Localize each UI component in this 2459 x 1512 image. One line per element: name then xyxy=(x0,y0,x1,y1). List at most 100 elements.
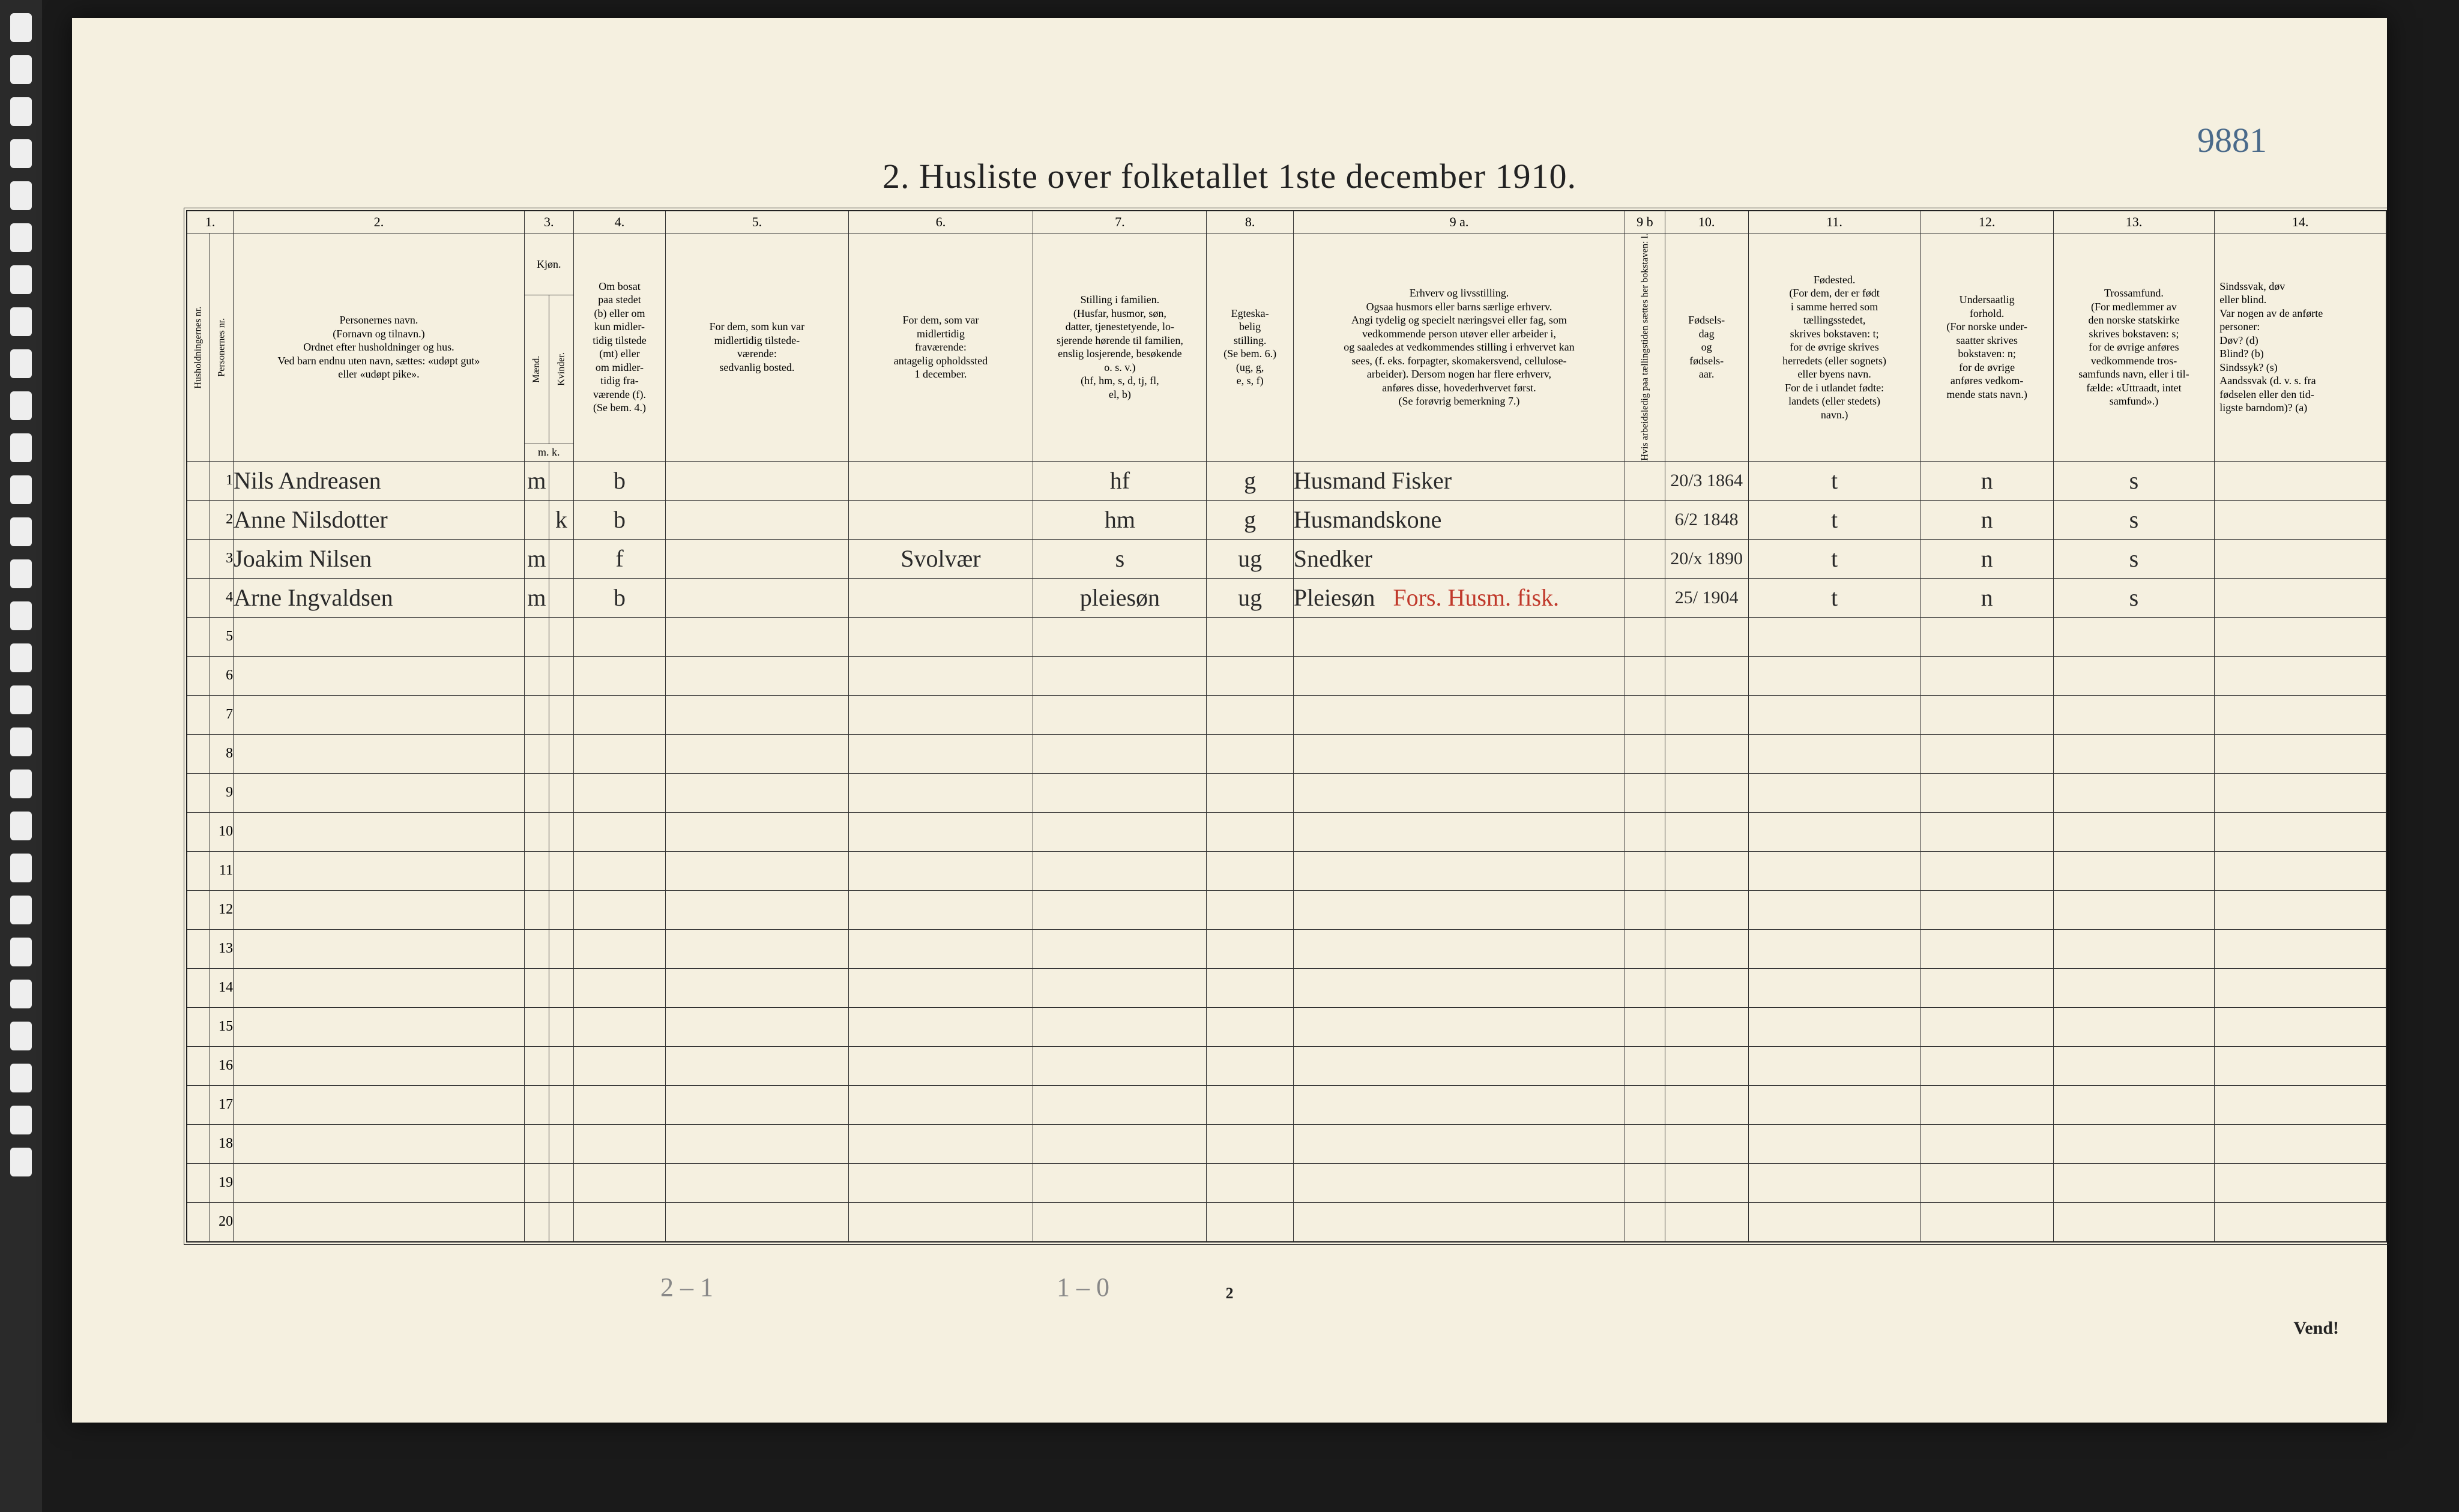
table-row-blank: 6 xyxy=(187,656,2386,695)
cell-blank xyxy=(1748,734,1920,773)
hdr-disability: Sindssvak, døv eller blind. Var nogen av… xyxy=(2215,233,2386,462)
cell-household-nr xyxy=(187,578,210,617)
cell-blank xyxy=(524,890,549,929)
hdr-residence: Om bosat paa stedet (b) eller om kun mid… xyxy=(573,233,666,462)
colnum-14: 14. xyxy=(2215,211,2386,233)
cell-blank xyxy=(187,617,210,656)
cell-blank xyxy=(234,812,525,851)
cell-blank xyxy=(187,1124,210,1163)
cell-blank xyxy=(666,1124,848,1163)
film-hole xyxy=(10,391,32,420)
cell-occupation: Husmand Fisker xyxy=(1293,461,1625,500)
cell-blank xyxy=(2053,773,2215,812)
cell-blank xyxy=(549,1124,574,1163)
cell-blank xyxy=(848,812,1033,851)
cell-blank xyxy=(2215,773,2386,812)
cell-blank xyxy=(2215,1085,2386,1124)
cell-blank xyxy=(187,1163,210,1202)
film-hole xyxy=(10,517,32,546)
hdr-name: Personernes navn. (Fornavn og tilnavn.) … xyxy=(234,233,525,462)
table-row-blank: 17 xyxy=(187,1085,2386,1124)
cell-family-pos: pleiesøn xyxy=(1033,578,1207,617)
cell-blank xyxy=(187,890,210,929)
cell-family-pos: hm xyxy=(1033,500,1207,539)
cell-blank xyxy=(1207,1007,1293,1046)
cell-blank xyxy=(524,1046,549,1085)
cell-blank xyxy=(1625,734,1665,773)
cell-sex-k xyxy=(549,461,574,500)
cell-blank xyxy=(187,1202,210,1242)
cell-blank xyxy=(848,1007,1033,1046)
cell-blank xyxy=(1665,1124,1748,1163)
cell-blank xyxy=(187,773,210,812)
cell-blank xyxy=(848,1124,1033,1163)
cell-blank xyxy=(1625,773,1665,812)
cell-blank xyxy=(848,734,1033,773)
cell-blank xyxy=(1625,695,1665,734)
hdr-sex-female: Kvinder. xyxy=(549,295,574,444)
cell-birthdate: 25/ 1904 xyxy=(1665,578,1748,617)
cell-household-nr xyxy=(187,461,210,500)
cell-blank xyxy=(2215,890,2386,929)
cell-blank xyxy=(524,812,549,851)
cell-blank xyxy=(1920,656,2053,695)
cell-name: Joakim Nilsen xyxy=(234,539,525,578)
colnum-4: 4. xyxy=(573,211,666,233)
cell-unemployed xyxy=(1625,578,1665,617)
film-hole xyxy=(10,433,32,462)
film-hole xyxy=(10,223,32,252)
cell-blank xyxy=(1293,929,1625,968)
cell-blank xyxy=(1665,1046,1748,1085)
cell-blank xyxy=(1207,851,1293,890)
cell-blank xyxy=(1625,851,1665,890)
table-head: 1. 2. 3. 4. 5. 6. 7. 8. 9 a. 9 b 10. 11.… xyxy=(187,211,2386,461)
cell-blank xyxy=(1207,695,1293,734)
cell-blank xyxy=(234,968,525,1007)
cell-blank xyxy=(1920,929,2053,968)
cell-blank xyxy=(573,656,666,695)
colnum-3: 3. xyxy=(524,211,573,233)
colnum-12: 12. xyxy=(1920,211,2053,233)
footer-page-number: 2 xyxy=(72,1285,2387,1303)
cell-temp-absent xyxy=(848,500,1033,539)
cell-person-nr: 18 xyxy=(210,1124,234,1163)
cell-disability xyxy=(2215,578,2386,617)
hdr-household-nr: Husholdningernes nr. xyxy=(187,233,210,462)
film-hole xyxy=(10,97,32,126)
cell-blank xyxy=(573,617,666,656)
cell-birthdate: 20/x 1890 xyxy=(1665,539,1748,578)
cell-occupation: Pleiesøn Fors. Husm. fisk. xyxy=(1293,578,1625,617)
cell-blank xyxy=(848,695,1033,734)
cell-blank xyxy=(1207,773,1293,812)
colnum-9a: 9 a. xyxy=(1293,211,1625,233)
cell-blank xyxy=(848,851,1033,890)
cell-blank xyxy=(1748,968,1920,1007)
cell-sex-k xyxy=(549,578,574,617)
cell-blank xyxy=(1625,617,1665,656)
cell-blank xyxy=(187,968,210,1007)
table-row-blank: 5 xyxy=(187,617,2386,656)
film-hole xyxy=(10,1022,32,1050)
cell-blank xyxy=(1033,812,1207,851)
cell-blank xyxy=(524,1202,549,1242)
cell-sex-m: m xyxy=(524,461,549,500)
cell-blank xyxy=(1920,1202,2053,1242)
cell-blank xyxy=(1033,695,1207,734)
table-row-blank: 14 xyxy=(187,968,2386,1007)
cell-disability xyxy=(2215,500,2386,539)
cell-blank xyxy=(666,617,848,656)
cell-blank xyxy=(1293,617,1625,656)
cell-blank xyxy=(666,812,848,851)
cell-blank xyxy=(1207,1046,1293,1085)
cell-blank xyxy=(1920,1163,2053,1202)
cell-blank xyxy=(1293,890,1625,929)
cell-blank xyxy=(666,1007,848,1046)
table-row-blank: 8 xyxy=(187,734,2386,773)
cell-blank xyxy=(573,890,666,929)
film-hole xyxy=(10,727,32,756)
hdr-religion: Trossamfund. (For medlemmer av den norsk… xyxy=(2053,233,2215,462)
cell-blank xyxy=(1625,1046,1665,1085)
cell-temp-present xyxy=(666,539,848,578)
cell-blank xyxy=(1207,656,1293,695)
cell-blank xyxy=(1748,851,1920,890)
